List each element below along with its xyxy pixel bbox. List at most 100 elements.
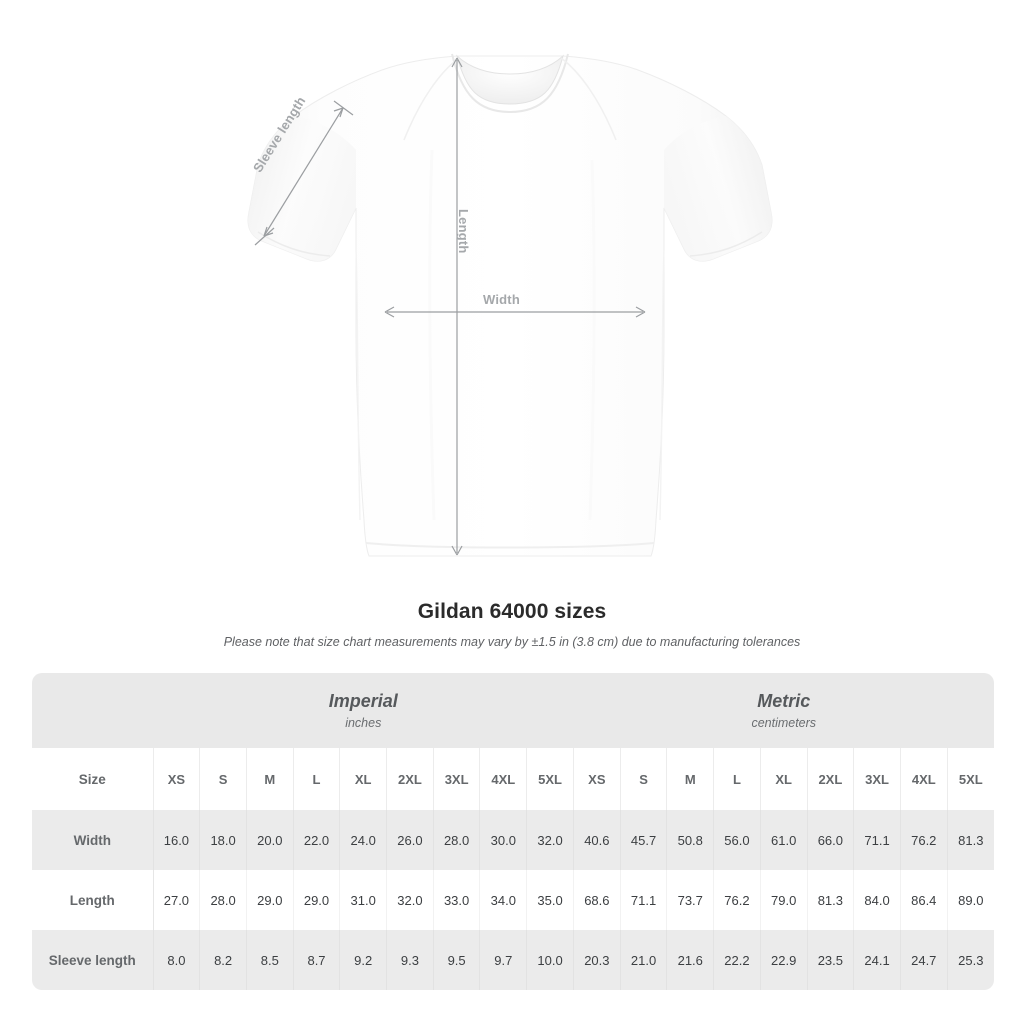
measurement-cell: 81.3 bbox=[946, 810, 994, 870]
size-header-row: Size XS S M L XL 2XL 3XL 4XL 5XL XS S M L XL 2XL 3XL 4XL 5… bbox=[32, 748, 994, 810]
table-row: Width 16.0 18.0 20.0 22.0 24.0 26.0 28.0 30.0 32.… bbox=[32, 810, 994, 870]
measurement-cell: 24.1 bbox=[853, 930, 901, 990]
measurement-cell: 45.7 bbox=[619, 810, 667, 870]
size-table: Imperial inches Metric centimeters Size XS S M L… bbox=[32, 673, 994, 990]
size-header-cell: 2XL bbox=[386, 748, 434, 810]
measurement-cell: 20.3 bbox=[573, 930, 621, 990]
width-arrowhead-left bbox=[384, 306, 395, 318]
fabric-fold-1 bbox=[428, 149, 436, 521]
measurement-cell: 8.7 bbox=[292, 930, 340, 990]
measurement-cell: 32.0 bbox=[386, 870, 434, 930]
measurement-cell: 66.0 bbox=[806, 810, 854, 870]
group-title-metric: Metric bbox=[757, 690, 811, 711]
length-arrowhead-top bbox=[451, 57, 463, 68]
size-header-cell: XS bbox=[152, 748, 200, 810]
size-header-cell: 5XL bbox=[526, 748, 574, 810]
measurement-cell: 86.4 bbox=[899, 870, 948, 930]
side-seam-right bbox=[659, 249, 665, 521]
length-label: Length bbox=[456, 209, 471, 254]
measurement-cell: 71.1 bbox=[853, 810, 901, 870]
size-header-cell: 2XL bbox=[806, 748, 854, 810]
measurement-cell: 22.0 bbox=[292, 810, 340, 870]
collar-rib bbox=[456, 54, 564, 105]
table-row: Sleeve length 8.0 8.2 8.5 8.7 9.2 9.3 9.5 9.7 10.… bbox=[32, 930, 994, 990]
measurement-cell: 30.0 bbox=[479, 810, 527, 870]
measurement-cell: 21.0 bbox=[619, 930, 667, 990]
measurement-cell: 76.2 bbox=[899, 810, 948, 870]
size-header-cell: L bbox=[713, 748, 761, 810]
measurement-cell: 27.0 bbox=[152, 870, 200, 930]
size-header-cell: L bbox=[292, 748, 340, 810]
size-header-cell: 5XL bbox=[946, 748, 994, 810]
size-header-cell: XL bbox=[759, 748, 808, 810]
side-seam-left bbox=[355, 249, 361, 521]
measurement-cell: 24.0 bbox=[339, 810, 387, 870]
measurement-cell: 33.0 bbox=[432, 870, 480, 930]
measurement-cell: 8.5 bbox=[245, 930, 294, 990]
sleeve-arrowhead-top bbox=[333, 107, 344, 118]
measurement-cell: 40.6 bbox=[573, 810, 621, 870]
measurement-cell: 81.3 bbox=[806, 870, 854, 930]
measurement-cell: 22.9 bbox=[759, 930, 808, 990]
length-arrowhead-bottom bbox=[451, 545, 463, 556]
measurement-cell: 8.2 bbox=[199, 930, 247, 990]
size-header-cell: 3XL bbox=[853, 748, 901, 810]
measurement-cell: 71.1 bbox=[619, 870, 667, 930]
size-header-cell: 4XL bbox=[479, 748, 527, 810]
measurement-cell: 26.0 bbox=[386, 810, 434, 870]
row-label: Width bbox=[32, 810, 154, 870]
measurement-cell: 31.0 bbox=[339, 870, 387, 930]
shoulder-seam-right bbox=[560, 57, 617, 141]
measurement-cell: 9.2 bbox=[339, 930, 387, 990]
group-subtitle-metric: centimeters bbox=[751, 716, 817, 731]
measurement-cell: 28.0 bbox=[432, 810, 480, 870]
row-label: Length bbox=[32, 870, 154, 930]
row-label: Sleeve length bbox=[32, 930, 154, 990]
measurement-cell: 61.0 bbox=[759, 810, 808, 870]
group-header-spacer bbox=[32, 673, 154, 748]
size-header-cell: 3XL bbox=[432, 748, 480, 810]
size-header-cell: XL bbox=[339, 748, 387, 810]
measurement-cell: 22.2 bbox=[713, 930, 761, 990]
shoulder-seam-left bbox=[403, 57, 460, 141]
page-title: Gildan 64000 sizes bbox=[417, 600, 607, 623]
group-header-imperial: Imperial inches bbox=[153, 673, 574, 748]
measurement-cell: 8.0 bbox=[152, 930, 200, 990]
unit-group-header-row: Imperial inches Metric centimeters bbox=[32, 673, 994, 748]
measurement-cell: 23.5 bbox=[806, 930, 854, 990]
measurement-cell: 29.0 bbox=[292, 870, 340, 930]
size-header-cell: S bbox=[199, 748, 247, 810]
measurement-cell: 76.2 bbox=[713, 870, 761, 930]
tshirt-illustration bbox=[247, 53, 773, 557]
chart-heading: Gildan 64000 sizes Please note that size… bbox=[0, 600, 1024, 649]
fabric-fold-2 bbox=[588, 159, 596, 521]
measurement-lines bbox=[254, 57, 646, 556]
sleeve-right-shade bbox=[664, 116, 772, 262]
group-header-metric: Metric centimeters bbox=[573, 673, 994, 748]
measurement-cell: 21.6 bbox=[666, 930, 714, 990]
size-header-cell: S bbox=[619, 748, 667, 810]
measurement-cell: 28.0 bbox=[199, 870, 247, 930]
measurement-cell: 84.0 bbox=[853, 870, 901, 930]
measurement-cell: 9.3 bbox=[386, 930, 434, 990]
width-label: Width bbox=[483, 292, 520, 307]
group-title-imperial: Imperial bbox=[328, 690, 398, 711]
tshirt-diagram: Sleeve length Length Width bbox=[247, 53, 773, 557]
sleeve-hem-right bbox=[689, 231, 763, 257]
measurement-cell: 25.3 bbox=[946, 930, 994, 990]
collar-outline bbox=[451, 53, 569, 114]
measurement-cell: 73.7 bbox=[666, 870, 714, 930]
bottom-hem bbox=[365, 542, 655, 549]
measurement-cell: 9.7 bbox=[479, 930, 527, 990]
width-arrowhead-right bbox=[635, 306, 646, 318]
measurement-cell: 34.0 bbox=[479, 870, 527, 930]
sleeve-tick-top bbox=[333, 100, 354, 116]
measurement-cell: 56.0 bbox=[713, 810, 761, 870]
size-column-label: Size bbox=[32, 748, 154, 810]
measurement-cell: 32.0 bbox=[526, 810, 574, 870]
size-header-cell: 4XL bbox=[899, 748, 948, 810]
measurement-cell: 20.0 bbox=[245, 810, 294, 870]
measurement-cell: 68.6 bbox=[573, 870, 621, 930]
measurement-cell: 9.5 bbox=[432, 930, 480, 990]
